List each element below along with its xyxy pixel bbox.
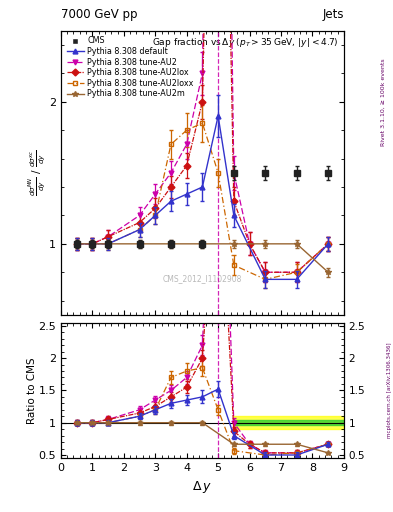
Text: Rivet 3.1.10, ≥ 100k events: Rivet 3.1.10, ≥ 100k events (381, 58, 386, 145)
Legend: CMS, Pythia 8.308 default, Pythia 8.308 tune-AU2, Pythia 8.308 tune-AU2lox, Pyth: CMS, Pythia 8.308 default, Pythia 8.308 … (65, 35, 195, 100)
Text: mcplots.cern.ch [arXiv:1306.3436]: mcplots.cern.ch [arXiv:1306.3436] (387, 343, 391, 438)
Text: CMS_2012_I1102908: CMS_2012_I1102908 (163, 274, 242, 283)
Text: 7000 GeV pp: 7000 GeV pp (61, 8, 138, 21)
X-axis label: $\Delta\,y$: $\Delta\,y$ (192, 479, 213, 495)
Y-axis label: $\frac{d\sigma^{MN}}{dy}$ / $\frac{d\sigma^{xc}}{dy}$: $\frac{d\sigma^{MN}}{dy}$ / $\frac{d\sig… (27, 150, 48, 196)
Y-axis label: Ratio to CMS: Ratio to CMS (27, 357, 37, 424)
Text: Gap fraction vs$\,\Delta y\;(p_T > 35\,\mathrm{GeV},\,|y| < 4.7)$: Gap fraction vs$\,\Delta y\;(p_T > 35\,\… (152, 36, 338, 49)
Text: Jets: Jets (322, 8, 344, 21)
